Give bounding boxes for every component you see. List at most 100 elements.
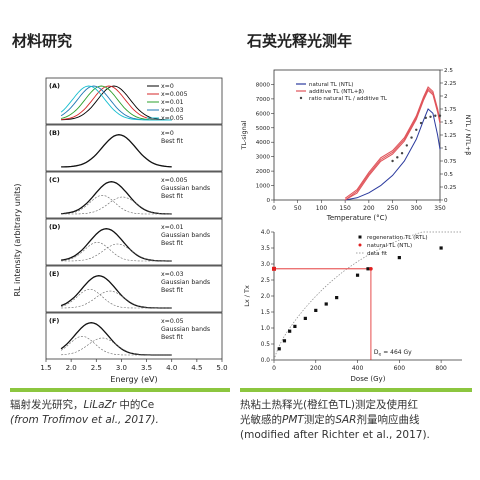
legend-entry: Gaussian bands <box>161 185 210 192</box>
ratio-point <box>438 114 442 117</box>
legend-swatch <box>358 243 362 247</box>
x-tick-label: 3.0 <box>116 364 127 372</box>
y-tick-label: 3000 <box>256 155 271 161</box>
panel-label: (F) <box>49 317 59 325</box>
plot-frame <box>273 69 441 201</box>
legend-swatch <box>299 96 303 100</box>
x-tick-label: 600 <box>394 365 406 372</box>
x-axis-label: Temperature (°C) <box>326 214 388 222</box>
panel-label: (E) <box>49 270 59 278</box>
caption-text: 辐射发光研究， <box>10 399 84 411</box>
x-tick-label: 4.0 <box>166 364 177 372</box>
legend-entry: x=0.03 <box>161 107 184 114</box>
y-tick-label: 1.0 <box>261 326 271 332</box>
series-line <box>60 85 172 121</box>
x-tick-label: 3.5 <box>141 364 152 372</box>
ratio-point <box>434 114 437 117</box>
y-tick-label: 6000 <box>256 111 271 117</box>
ratio-point <box>400 152 404 155</box>
y2-tick-label: 2.25 <box>444 81 457 87</box>
rl-spectra-figure: RL intensity (arbitrary units)(A) x=0x=0.… <box>13 77 228 384</box>
y2-tick-label: 1.5 <box>444 120 453 126</box>
caption-text: 中的Ce <box>116 399 155 411</box>
legend-entry: natural TL (NTL) <box>309 82 353 88</box>
legend-entry: x=0.01 <box>161 224 184 231</box>
y-tick-label: 4.0 <box>261 230 271 236</box>
y2-tick-label: 1.75 <box>444 107 457 113</box>
gaussian-band-line <box>61 289 172 309</box>
y2-tick-label: 0.75 <box>444 159 457 165</box>
caption-text: (modified after Richter et al., 2017). <box>240 429 430 441</box>
y2-tick-label: 2.5 <box>444 68 453 74</box>
x-tick-label: 2.0 <box>66 364 77 372</box>
ratio-point <box>391 159 394 163</box>
series-line <box>61 85 172 121</box>
gaussian-band-line <box>61 242 172 262</box>
x-tick-label: 250 <box>387 205 399 212</box>
legend-entry: x=0 <box>161 83 174 90</box>
legend-entry: Gaussian bands <box>161 232 210 239</box>
gaussian-band-line <box>61 243 172 262</box>
panel-frame <box>45 218 223 266</box>
caption-text: 热粘土热释光(橙红色TL)测定及使用红 <box>240 399 418 411</box>
series-line <box>345 108 441 201</box>
y2-tick-label: 0.5 <box>444 172 453 178</box>
y-tick-label: 2.0 <box>261 294 271 300</box>
panel-label: (B) <box>49 129 60 137</box>
y-tick-label: 0.5 <box>261 342 271 348</box>
panel-label: (C) <box>49 176 60 184</box>
panel-label: (A) <box>49 82 60 90</box>
de-annotation-value: = 464 Gy <box>381 349 412 356</box>
legend-entry: data fit <box>367 251 388 257</box>
caption-text: LiLaZr <box>83 399 117 411</box>
x-tick-label: 150 <box>339 205 351 212</box>
gaussian-band-line <box>61 290 172 309</box>
fit-line <box>273 231 462 361</box>
y-tick-label: 5000 <box>256 126 271 132</box>
legend-entry: natural TL (NTL) <box>367 243 412 249</box>
legend-entry: x=0.05 <box>161 318 184 325</box>
right-caption: 热粘土热释光(橙红色TL)测定及使用红 光敏感的PMT测定的SAR剂量响应曲线 … <box>240 398 472 443</box>
caption-text: SAR <box>335 414 357 426</box>
ratio-point <box>405 144 408 147</box>
y-tick-label: 7000 <box>256 97 271 103</box>
legend-entry: Best fit <box>161 138 184 145</box>
y2-tick-label: 0.25 <box>444 185 457 191</box>
x-tick-label: 1.5 <box>40 364 51 372</box>
ratio-point <box>396 156 399 159</box>
x-tick-label: 300 <box>411 205 423 212</box>
legend-entry: x=0.005 <box>161 91 188 98</box>
x-tick-label: 200 <box>363 205 375 212</box>
y-axis-label: Lx / Tx <box>243 285 251 307</box>
caption-text: 剂量响应曲线 <box>356 414 420 426</box>
legend-entry: x=0 <box>161 130 174 137</box>
x-tick-label: 2.5 <box>91 364 102 372</box>
y-tick-label: 0 <box>266 198 270 204</box>
tl-glow-curve-figure: 0 50 100 150 200 250 300 3500100020003000400050… <box>240 68 472 222</box>
data-point <box>397 256 401 260</box>
y2-tick-label: 0 <box>444 198 448 204</box>
legend-entry: x=0.01 <box>161 99 184 106</box>
left-panel-title: 材料研究 <box>12 32 73 50</box>
caption-divider-left <box>10 388 230 392</box>
x-tick-label: 400 <box>352 365 364 372</box>
de-annotation-sub: e <box>379 353 382 358</box>
caption-text: PMT <box>282 414 304 426</box>
x-tick-label: 0 <box>272 205 276 212</box>
x-tick-label: 800 <box>435 365 447 372</box>
x-tick-label: 200 <box>310 365 322 372</box>
legend-entry: Best fit <box>161 193 184 200</box>
ratio-point <box>424 116 427 120</box>
gaussian-band-line <box>60 336 172 356</box>
best-fit-line <box>60 228 172 262</box>
y-tick-label: 4000 <box>256 140 271 146</box>
legend-entry: ratio natural TL / additive TL <box>309 96 388 102</box>
gaussian-band-line <box>61 337 172 356</box>
caption-text: (from Trofimov et al., 2017). <box>10 414 159 426</box>
gaussian-band-line <box>61 196 172 215</box>
data-point <box>293 324 297 328</box>
x-tick-label: 5.0 <box>216 364 227 372</box>
y2-axis-label: NTL / NTL+β <box>464 115 472 156</box>
legend-entry: Best fit <box>161 334 184 341</box>
best-fit-line <box>61 134 172 168</box>
